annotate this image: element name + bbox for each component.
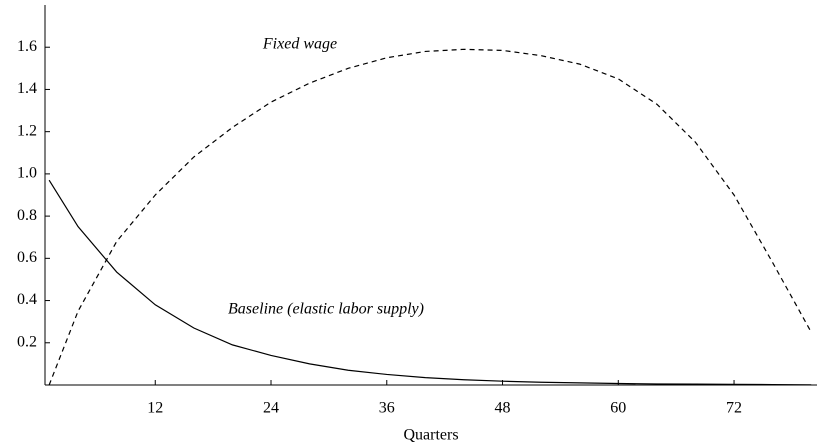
x-tick-label: 12 (147, 400, 163, 417)
annotation: Baseline (elastic labor supply) (228, 301, 424, 318)
annotation: Fixed wage (262, 36, 337, 53)
x-tick-label: 36 (379, 400, 395, 417)
x-tick-label: 48 (495, 400, 511, 417)
x-tick-label: 72 (726, 400, 742, 417)
line-series (48, 48, 812, 386)
y-tick-label: 0.6 (17, 249, 37, 266)
y-tick-label: 1.4 (17, 80, 37, 97)
line-series (48, 179, 812, 386)
y-tick-label: 0.2 (17, 333, 37, 350)
y-tick-label: 1.2 (17, 122, 37, 139)
y-tick-label: 0.4 (17, 291, 37, 308)
y-tick-label: 1.0 (17, 165, 37, 182)
x-tick-label: 24 (263, 400, 279, 417)
x-axis-label: Quarters (403, 427, 458, 444)
y-tick-label: 0.8 (17, 207, 37, 224)
y-tick-label: 1.6 (17, 38, 37, 55)
x-tick-label: 60 (610, 400, 626, 417)
